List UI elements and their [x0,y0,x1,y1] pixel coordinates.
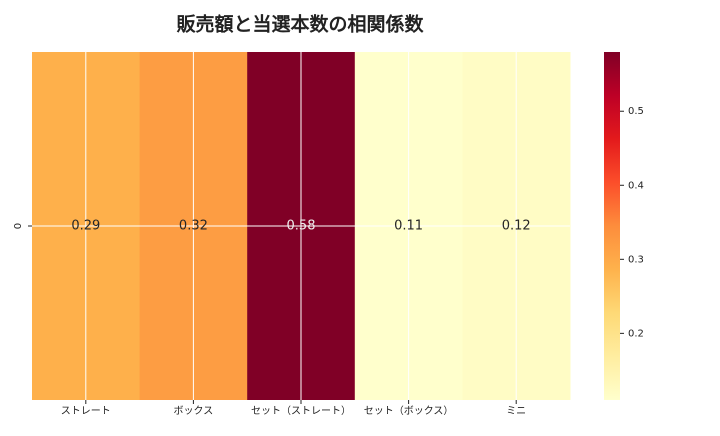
x-tick-label: セット（ボックス） [364,405,454,417]
colorbar-tick-label: 0.5 [628,106,644,117]
x-tick-label: セット（ストレート） [251,405,351,417]
value-label: 0.32 [179,219,208,234]
x-tick-label: ボックス [174,405,214,417]
value-label: 0.58 [287,219,316,234]
colorbar-tick-label: 0.3 [628,254,644,265]
value-label: 0.29 [71,219,100,234]
x-tick-label: ストレート [61,406,111,417]
colorbar-tick-label: 0.4 [628,180,644,191]
x-tick-label: ミニ [506,406,526,417]
colorbar [604,52,620,400]
colorbar-tick-label: 0.2 [628,328,644,339]
value-label: 0.11 [394,219,423,234]
y-tick-label: 0 [13,223,24,229]
value-label: 0.12 [502,219,531,234]
chart-title: 販売額と当選本数の相関係数 [176,13,424,36]
